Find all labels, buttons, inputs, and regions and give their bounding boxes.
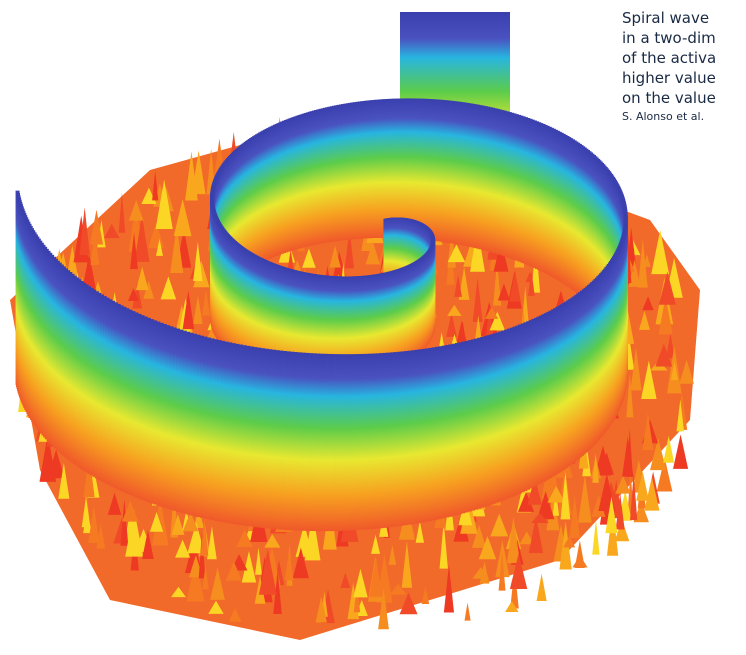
wall-slice: [243, 345, 247, 525]
wall-slice: [302, 353, 306, 531]
wall-slice: [320, 354, 324, 531]
wall-slice: [418, 349, 422, 523]
wall-slice: [368, 354, 372, 530]
wall-slice: [414, 350, 418, 524]
wall-slice: [357, 354, 361, 530]
credit: S. Alonso et al.: [622, 108, 746, 126]
wall-slice: [372, 354, 376, 529]
wall-slice: [272, 350, 276, 529]
caption-line: in a two-dim: [622, 28, 746, 48]
wall-slice: [298, 352, 302, 530]
wall-slice: [221, 341, 225, 522]
page: Spiral wavein a two-dimof the activahigh…: [0, 0, 746, 655]
wall-slice: [279, 351, 283, 530]
wall-slice: [328, 354, 332, 531]
wall-slice: [235, 344, 239, 525]
wall-slice: [411, 350, 415, 524]
wall-slice: [239, 345, 243, 526]
wall-slice: [214, 339, 218, 521]
wall-slice: [364, 354, 368, 530]
wall-slice: [335, 354, 339, 531]
wall-slice: [383, 353, 387, 528]
wall-slice: [250, 346, 254, 526]
wall-slice: [425, 348, 429, 521]
wall-slice: [386, 353, 390, 528]
wall-slice: [276, 350, 280, 529]
wall-slice: [268, 349, 272, 528]
wall-slice: [317, 354, 321, 532]
wall-slice: [397, 352, 401, 526]
wall-slice: [257, 348, 261, 528]
wall-slice: [346, 354, 350, 530]
wall-slice: [350, 354, 354, 530]
wall-slice: [200, 336, 204, 518]
caption-line: Spiral wave: [622, 8, 746, 28]
wall-slice: [324, 354, 328, 531]
wall-slice: [432, 347, 436, 520]
wall-slice: [196, 335, 200, 517]
wall-slice: [228, 342, 232, 523]
wall-slice: [232, 343, 236, 524]
wall-slice: [225, 342, 229, 523]
surface-spike: [537, 574, 547, 601]
wall-slice: [283, 351, 287, 530]
wall-slice: [261, 348, 265, 528]
wall-slice: [186, 332, 190, 515]
wall-slice: [390, 352, 394, 527]
surface-spike: [592, 520, 599, 555]
wall-slice: [428, 348, 432, 521]
wall-slice: [408, 351, 412, 525]
wall-slice: [331, 354, 335, 531]
wall-slice: [203, 337, 207, 519]
wall-slice: [294, 352, 298, 530]
wall-slice: [207, 338, 211, 520]
wall-slice: [291, 352, 295, 531]
surface-spike: [465, 603, 471, 621]
wall-slice: [379, 353, 383, 528]
wall-slice: [375, 353, 379, 528]
caption-line: of the activa: [622, 48, 746, 68]
wall-slice: [254, 347, 258, 527]
wall-slice: [287, 351, 291, 530]
surface-spike: [575, 540, 585, 568]
wall-slice: [361, 354, 365, 530]
wall-slice: [342, 354, 346, 531]
wall-slice: [354, 354, 358, 530]
wall-slice: [193, 334, 197, 516]
wall-slice: [218, 340, 222, 521]
wall-slice: [309, 353, 313, 531]
wall-slice: [265, 349, 269, 529]
wall-slice: [400, 351, 404, 525]
wall-slice: [313, 353, 317, 531]
wall-slice: [190, 333, 194, 516]
caption: Spiral wavein a two-dimof the activahigh…: [622, 8, 746, 126]
wall-slice: [421, 349, 425, 522]
wall-slice: [210, 338, 214, 520]
wall-slice: [305, 353, 309, 531]
wall-slice: [393, 352, 397, 527]
wall-slice: [246, 346, 250, 526]
surface-spike: [673, 434, 688, 468]
wall-slice: [404, 351, 408, 525]
wall-slice: [339, 354, 343, 531]
caption-line: on the value: [622, 88, 746, 108]
caption-line: higher value: [622, 68, 746, 88]
